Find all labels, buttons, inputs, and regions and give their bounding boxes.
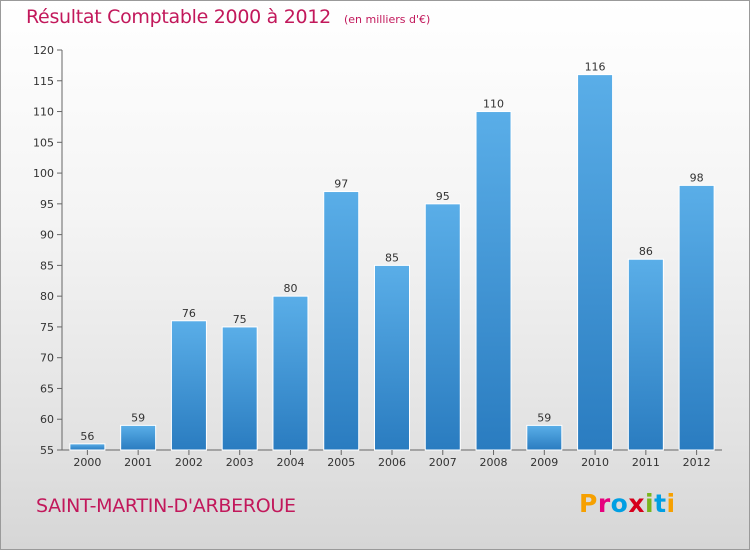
x-tick-label: 2005 [327, 456, 355, 469]
proxiti-logo: Proxiti [579, 489, 676, 518]
bar [424, 203, 461, 451]
place-name: SAINT-MARTIN-D'ARBEROUE [36, 495, 296, 517]
x-tick-label: 2003 [226, 456, 254, 469]
bar-value-label: 76 [182, 307, 196, 320]
x-tick-label: 2000 [73, 456, 101, 469]
x-tick-label: 2008 [480, 456, 508, 469]
bar-value-label: 85 [385, 251, 399, 264]
logo-letter: r [597, 489, 611, 518]
bar-value-label: 59 [131, 411, 145, 424]
x-tick-label: 2001 [124, 456, 152, 469]
chart-title: Résultat Comptable 2000 à 2012 [26, 6, 331, 28]
bar [272, 295, 309, 451]
bar [577, 74, 614, 451]
y-tick-label: 100 [33, 167, 54, 180]
bar [374, 264, 410, 451]
logo-letter: t [654, 489, 667, 518]
y-tick-label: 65 [40, 382, 54, 395]
x-tick-label: 2004 [276, 456, 304, 469]
x-tick-label: 2002 [175, 456, 203, 469]
y-tick-label: 115 [33, 75, 54, 88]
x-tick-label: 2009 [530, 456, 558, 469]
y-tick-label: 85 [40, 259, 54, 272]
logo-letter: x [628, 489, 645, 518]
y-tick-label: 80 [40, 290, 54, 303]
bar [678, 184, 715, 451]
bar [627, 258, 664, 451]
bar [170, 320, 207, 451]
bar-value-label: 95 [436, 190, 450, 203]
x-tick-label: 2012 [683, 456, 711, 469]
y-tick-label: 75 [40, 321, 54, 334]
x-tick-label: 2010 [581, 456, 609, 469]
bar [323, 191, 360, 451]
chart-title-block: Résultat Comptable 2000 à 2012 (en milli… [26, 6, 430, 28]
bar-value-label: 56 [80, 430, 94, 443]
y-tick-label: 90 [40, 229, 54, 242]
bar [120, 424, 157, 451]
bar-value-label: 98 [690, 171, 704, 184]
bar [221, 326, 258, 451]
bar-value-label: 75 [233, 313, 247, 326]
y-tick-label: 95 [40, 198, 54, 211]
logo-letter: i [645, 489, 655, 518]
bar [475, 111, 512, 451]
bar [69, 443, 106, 451]
bar-value-label: 80 [283, 282, 297, 295]
y-tick-label: 70 [40, 352, 54, 365]
y-tick-label: 60 [40, 413, 54, 426]
bar [526, 424, 563, 451]
x-tick-label: 2011 [632, 456, 660, 469]
bar-value-label: 97 [334, 178, 348, 191]
logo-letter: P [579, 489, 598, 518]
y-tick-label: 120 [33, 44, 54, 57]
bar-value-label: 59 [537, 411, 551, 424]
y-tick-label: 55 [40, 444, 54, 457]
logo-letter: i [666, 489, 676, 518]
chart-unit: (en milliers d'€) [343, 13, 431, 26]
x-tick-label: 2006 [378, 456, 406, 469]
y-tick-label: 110 [33, 106, 54, 119]
bar-value-label: 110 [483, 98, 504, 111]
x-tick-label: 2007 [429, 456, 457, 469]
y-tick-label: 105 [33, 136, 54, 149]
logo-letter: o [610, 489, 629, 518]
bar-value-label: 86 [639, 245, 653, 258]
bar-value-label: 116 [585, 61, 606, 74]
